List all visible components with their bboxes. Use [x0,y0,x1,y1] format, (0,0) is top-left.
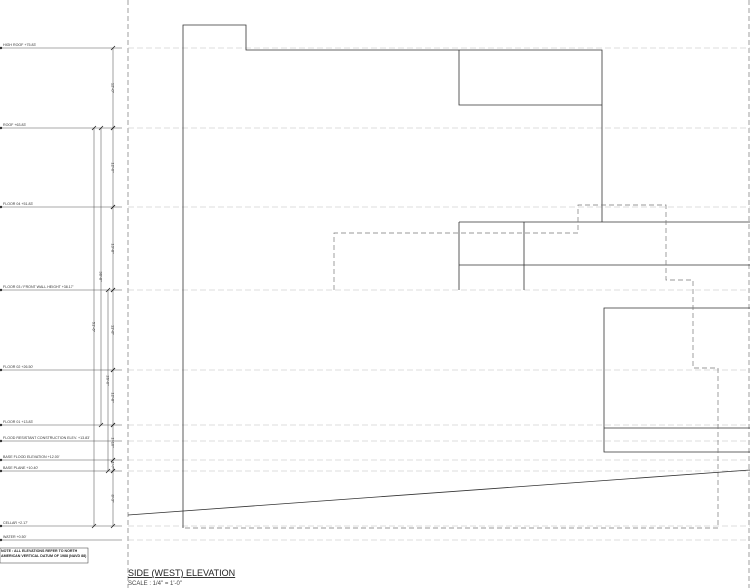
outline [458,221,750,290]
dimension-label: 26'-0" [106,375,111,386]
dimension-label: 1'-7" [111,462,116,471]
level-marker [0,288,3,292]
level-label: FLOOR 04 +51.83' [3,202,33,206]
dimension-tick [91,125,97,131]
grade-line [127,469,750,516]
building [127,24,750,529]
level-label: FLOOR 02 +26.50' [3,365,33,369]
dimension-tick [110,457,116,463]
dimension-label: 1'-10" [111,437,116,448]
dimension-tick [110,125,116,131]
level-label: FLOOR 03 / FRONT WALL HEIGHT +38.17' [3,285,74,289]
dimension-tick [110,468,116,474]
dimension-tick [110,422,116,428]
dashed-outline [183,204,719,529]
note-box [0,547,89,564]
dimension-label: 12'-8" [111,392,116,403]
level-marker [0,458,3,462]
level-marker [0,469,3,473]
level-label: FLOOR 01 +13.83' [3,420,33,424]
level-marker [0,423,3,427]
outline [603,307,750,453]
level-label: CELLAR +2.17' [3,521,28,525]
drawing-title: SIDE (WEST) ELEVATION [128,568,235,578]
dimension-label: 8'-3" [111,495,116,504]
level-label: FLOOD RESISTANT CONSTRUCTION ELEV. +13.8… [3,436,90,440]
level-label: WATER +0.50' [3,535,27,539]
dimension-label: 51'-6" [92,322,97,333]
level-marker [0,538,3,542]
level-marker [0,126,3,130]
level-label: BASE FLOOD ELEVATION +12.00' [3,455,60,459]
level-label: BASE PLANE +10.40' [3,466,38,470]
dimension-tick [105,287,111,293]
level-marker [0,524,3,528]
dimension-lines: 12'-0" 12'-0" 13'-8" 11'-8" 12'-8" 1'-10" 1'-7… [91,45,116,529]
note-text: NOTE : ALL ELEVATIONS REFER TO NORTH AME… [1,549,87,558]
level-marker [0,439,3,443]
level-label: ROOF +63.83' [3,123,26,127]
dimension-label: 12'-0" [111,83,116,94]
outline [458,50,602,106]
dimension-tick [110,523,116,529]
dimension-tick [110,204,116,210]
level-marker [0,368,3,372]
level-marker [0,46,3,50]
dimension-label: 13'-8" [111,243,116,254]
level-marker [0,205,3,209]
outline [182,24,603,528]
dimension-tick [91,523,97,529]
drawing-scale: SCALE : 1/4" = 1'-0" [128,581,182,587]
dimension-label: 11'-8" [111,325,116,335]
dimension-tick [105,468,111,474]
dimension-tick [98,125,104,131]
dimension-label: 12'-0" [111,162,116,173]
dimension-tick [110,45,116,51]
note: NOTE : ALL ELEVATIONS REFER TO NORTH AME… [1,549,87,558]
level-lines: HIGH ROOF +75.83' ROOF +63.83' FLOOR 04 +5… [0,43,750,542]
level-label: HIGH ROOF +75.83' [3,43,36,47]
dimension-tick [110,367,116,373]
dimension-tick [110,287,116,293]
dimension-tick [98,422,104,428]
dimension-label: 38'-8" [99,271,104,282]
